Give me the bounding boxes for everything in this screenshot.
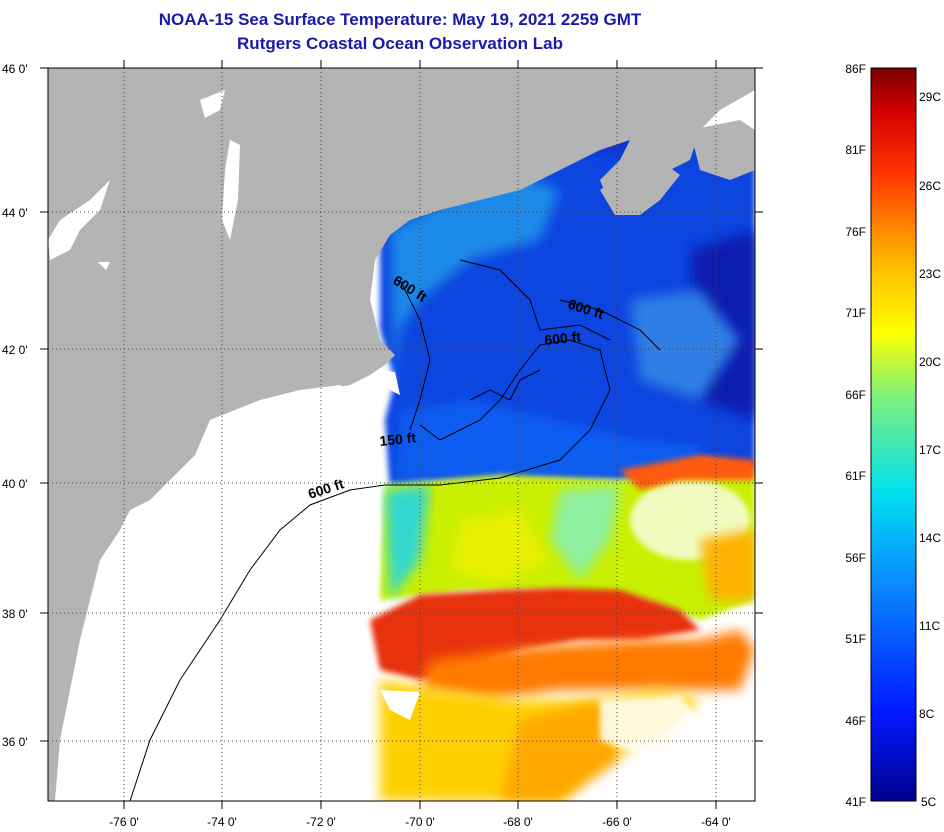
cb-f-label: 46F <box>845 714 866 728</box>
cb-c-label: 26C <box>919 179 941 193</box>
lat-label: 46 0' <box>2 62 28 76</box>
lon-label: -72 0' <box>306 815 336 829</box>
contour-label: 600 ft <box>544 328 582 348</box>
lon-label: -74 0' <box>207 815 237 829</box>
lon-label: -68 0' <box>503 815 533 829</box>
cb-f-label: 56F <box>845 551 866 565</box>
cb-c-label: 23C <box>919 267 941 281</box>
colorbar-fahrenheit-labels: 86F 81F 76F 71F 66F 61F 56F 51F 46F 41F <box>845 62 866 809</box>
latitude-labels: 46 0' 44 0' 42 0' 40 0' 38 0' 36 0' <box>2 62 28 749</box>
map-area: 600 ft 600 ft 600 ft 150 ft 600 ft <box>48 68 755 801</box>
cb-c-label: 17C <box>919 443 941 457</box>
lakes <box>48 90 400 801</box>
colorbar: 86F 81F 76F 71F 66F 61F 56F 51F 46F 41F … <box>845 62 941 809</box>
lat-label: 36 0' <box>2 735 28 749</box>
colorbar-celsius-labels: 29C 26C 23C 20C 17C 14C 11C 8C 5C <box>919 90 941 809</box>
bathymetry-contours <box>129 259 661 801</box>
lon-label: -64 0' <box>701 815 731 829</box>
map-frame <box>47 67 756 802</box>
chart-title: NOAA-15 Sea Surface Temperature: May 19,… <box>158 10 642 29</box>
axis-ticks <box>40 60 763 809</box>
cb-f-label: 66F <box>845 388 866 402</box>
chart-subtitle: Rutgers Coastal Ocean Observation Lab <box>237 34 563 53</box>
cb-c-label: 20C <box>919 355 941 369</box>
contour-label: 150 ft <box>379 429 417 449</box>
cb-f-label: 81F <box>845 143 866 157</box>
sst-field <box>370 100 755 801</box>
cb-c-label: 5C <box>921 795 937 809</box>
cb-f-label: 51F <box>845 632 866 646</box>
land <box>48 68 755 801</box>
cb-f-label: 71F <box>845 306 866 320</box>
cb-f-label: 76F <box>845 225 866 239</box>
cb-c-label: 14C <box>919 531 941 545</box>
lat-label: 40 0' <box>2 477 28 491</box>
cb-c-label: 8C <box>919 707 935 721</box>
lat-label: 44 0' <box>2 206 28 220</box>
cb-f-label: 41F <box>845 795 866 809</box>
colorbar-gradient <box>870 67 917 802</box>
cb-c-label: 29C <box>919 90 941 104</box>
lon-label: -70 0' <box>405 815 435 829</box>
cb-c-label: 11C <box>919 619 940 633</box>
cb-f-label: 86F <box>845 62 866 76</box>
longitude-labels: -76 0' -74 0' -72 0' -70 0' -68 0' -66 0… <box>109 815 731 829</box>
lon-label: -66 0' <box>602 815 632 829</box>
lat-label: 42 0' <box>2 343 28 357</box>
cb-f-label: 61F <box>845 469 866 483</box>
lon-label: -76 0' <box>109 815 139 829</box>
lat-label: 38 0' <box>2 607 28 621</box>
